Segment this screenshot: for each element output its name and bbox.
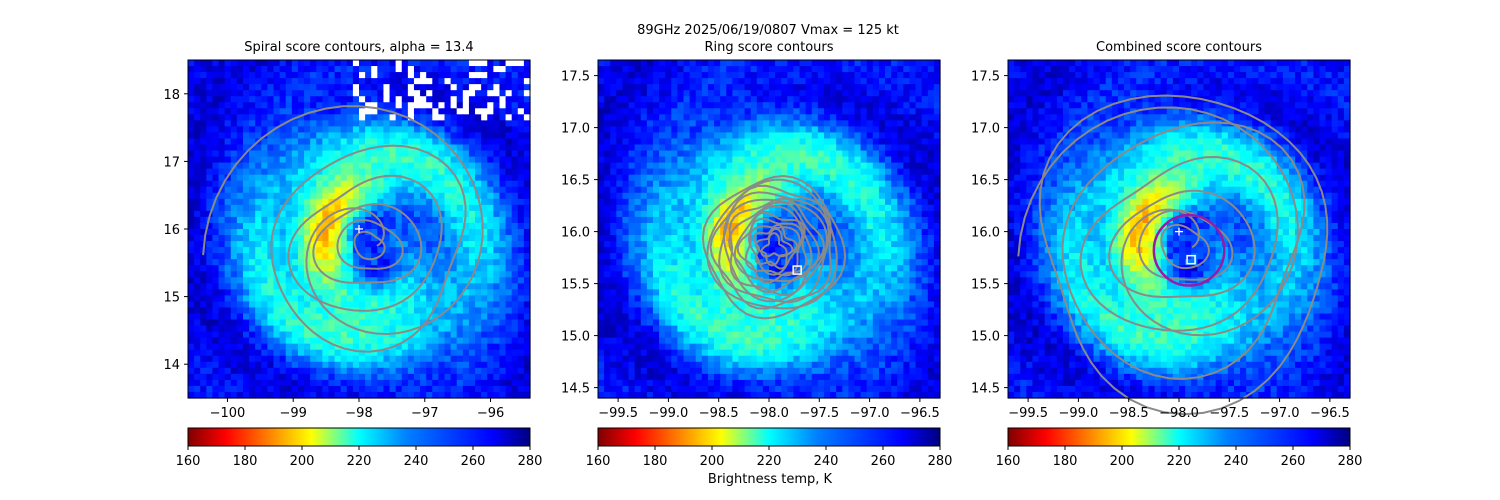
y-tick-label: 14.5 bbox=[561, 382, 590, 397]
colorbar-tick-label: 180 bbox=[1053, 454, 1078, 469]
colorbar-tick-label: 220 bbox=[757, 454, 782, 469]
colorbar-tick-label: 280 bbox=[928, 454, 953, 469]
colorbar-tick-label: 240 bbox=[814, 454, 839, 469]
x-tick-label: −98.0 bbox=[749, 406, 789, 421]
score-contours bbox=[202, 105, 484, 353]
colorbar-gradient bbox=[187, 427, 531, 447]
colorbar-tick-label: 160 bbox=[996, 454, 1021, 469]
colorbar-tick-label: 200 bbox=[1110, 454, 1135, 469]
y-tick-label: 18 bbox=[163, 88, 180, 103]
x-tick-label: −99.0 bbox=[1058, 406, 1098, 421]
colorbar-tick-label: 260 bbox=[1281, 454, 1306, 469]
heatmap-image bbox=[598, 60, 941, 399]
x-tick-label: −96.5 bbox=[1310, 406, 1350, 421]
colorbar-label: Brightness temp, K bbox=[707, 472, 833, 487]
y-tick-label: 16.5 bbox=[561, 174, 590, 189]
colorbar-3: 160 180 200 220 240 260 280 bbox=[996, 427, 1363, 469]
colorbar-tick-label: 200 bbox=[700, 454, 725, 469]
colorbar-1: 160 180 200 220 240 260 280 bbox=[176, 427, 543, 469]
colorbar-tick-label: 220 bbox=[347, 454, 372, 469]
colorbar-tick-label: 240 bbox=[404, 454, 429, 469]
y-tick-label: 17.5 bbox=[561, 70, 590, 85]
y-tick-label: 17 bbox=[163, 155, 180, 170]
x-tick-label: −97 bbox=[411, 406, 438, 421]
y-tick-label: 15.5 bbox=[561, 278, 590, 293]
x-tick-label: −99.5 bbox=[598, 406, 638, 421]
figure-suptitle: 89GHz 2025/06/19/0807 Vmax = 125 kt bbox=[637, 23, 899, 38]
x-tick-label: −96 bbox=[477, 406, 504, 421]
panel-3-title: Combined score contours bbox=[1096, 40, 1262, 55]
x-tick-label: −99.5 bbox=[1008, 406, 1048, 421]
x-tick-label: −99 bbox=[280, 406, 307, 421]
panel-1: −100 −99 −98 −97 −96 14 15 16 17 18 160 180 200 220 24… bbox=[163, 59, 543, 469]
square-marker bbox=[1186, 254, 1196, 265]
fitted-ring bbox=[1152, 213, 1226, 287]
center-marker bbox=[355, 225, 363, 233]
y-tick-label: 14.5 bbox=[971, 382, 1000, 397]
y-tick-label: 17.0 bbox=[561, 122, 590, 137]
y-tick-label: 16.5 bbox=[971, 174, 1000, 189]
x-tick-label: −98.0 bbox=[1159, 406, 1199, 421]
x-tick-label: −98.5 bbox=[1109, 406, 1149, 421]
y-tick-label: 14 bbox=[163, 358, 180, 373]
y-tick-label: 17.5 bbox=[971, 70, 1000, 85]
colorbar-tick-label: 220 bbox=[1167, 454, 1192, 469]
colorbar-tick-label: 180 bbox=[643, 454, 668, 469]
colorbar-2: 160 180 200 220 240 260 280 bbox=[586, 427, 953, 469]
colorbar-tick-label: 180 bbox=[233, 454, 258, 469]
x-tick-label: −97.5 bbox=[1209, 406, 1249, 421]
colorbar-tick-label: 200 bbox=[290, 454, 315, 469]
colorbar-tick-label: 240 bbox=[1224, 454, 1249, 469]
colorbar-tick-label: 160 bbox=[586, 454, 611, 469]
y-tick-label: 15.0 bbox=[561, 330, 590, 345]
y-tick-label: 15.0 bbox=[971, 330, 1000, 345]
colorbar-tick-label: 280 bbox=[518, 454, 543, 469]
x-tick-label: −97.5 bbox=[799, 406, 839, 421]
x-tick-label: −100 bbox=[210, 406, 246, 421]
x-tick-label: −97.0 bbox=[1260, 406, 1300, 421]
colorbar-gradient bbox=[1007, 427, 1351, 447]
colorbar-tick-label: 280 bbox=[1338, 454, 1363, 469]
score-contours bbox=[701, 174, 847, 320]
y-tick-label: 15.5 bbox=[971, 278, 1000, 293]
colorbar-gradient bbox=[597, 427, 941, 447]
y-tick-label: 16.0 bbox=[561, 226, 590, 241]
x-tick-label: −98 bbox=[345, 406, 372, 421]
score-contours bbox=[1017, 94, 1329, 416]
panel-2-title: Ring score contours bbox=[704, 40, 834, 55]
y-tick-label: 16 bbox=[163, 223, 180, 238]
colorbar-tick-label: 160 bbox=[176, 454, 201, 469]
square-marker bbox=[792, 265, 802, 275]
x-tick-label: −96.5 bbox=[900, 406, 940, 421]
panel-3: −99.5 −99.0 −98.5 −98.0 −97.5 −97.0 −96.5 14.5 1… bbox=[971, 59, 1363, 469]
x-tick-label: −99.0 bbox=[648, 406, 688, 421]
y-tick-label: 15 bbox=[163, 291, 180, 306]
panel-2: −99.5 −99.0 −98.5 −98.0 −97.5 −97.0 −96.5 14.5 1… bbox=[561, 59, 953, 469]
panel-1-title: Spiral score contours, alpha = 13.4 bbox=[244, 40, 474, 55]
colorbar-tick-label: 260 bbox=[871, 454, 896, 469]
x-tick-label: −98.5 bbox=[699, 406, 739, 421]
y-tick-label: 16.0 bbox=[971, 226, 1000, 241]
x-tick-label: −97.0 bbox=[850, 406, 890, 421]
y-tick-label: 17.0 bbox=[971, 122, 1000, 137]
colorbar-tick-label: 260 bbox=[461, 454, 486, 469]
center-marker bbox=[1175, 227, 1183, 236]
